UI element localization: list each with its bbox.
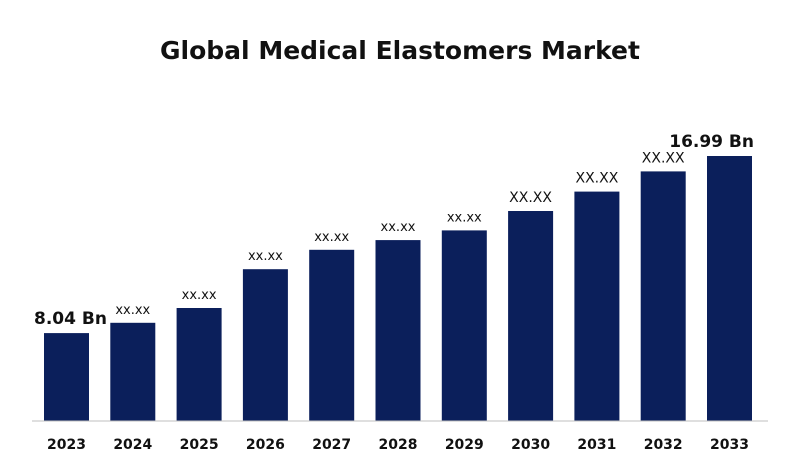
x-tick-label-2027: 2027 <box>312 437 351 453</box>
chart-title: Global Medical Elastomers Market <box>160 36 640 65</box>
data-label-2023: 8.04 Bn <box>34 309 107 329</box>
bar-2024 <box>110 322 156 421</box>
data-labels: 8.04 Bn xx.xx xx.xx xx.xx xx.xx xx.xx xx.xx XX.… <box>34 132 754 329</box>
x-tick-label-2033: 2033 <box>710 437 749 453</box>
data-label-2032: XX.XX <box>642 150 685 166</box>
x-tick-label-2030: 2030 <box>511 437 550 453</box>
bar-2025 <box>176 308 222 421</box>
bar-2023 <box>44 333 89 421</box>
x-tick-label-2031: 2031 <box>577 437 616 453</box>
bar-group <box>44 156 752 421</box>
x-tick-label-2023: 2023 <box>47 437 86 453</box>
x-tick-label-2029: 2029 <box>445 437 484 453</box>
data-label-2028: xx.xx <box>381 220 416 235</box>
bar-2029 <box>441 230 487 421</box>
data-label-2031: XX.XX <box>575 171 618 187</box>
x-tick-labels: 2023 2024 2025 2026 2027 2028 2029 2030 2031 2032… <box>47 437 749 453</box>
data-label-2029: xx.xx <box>447 210 482 225</box>
data-label-2033: 16.99 Bn <box>669 132 754 152</box>
bar-2026 <box>242 269 288 421</box>
data-label-2026: xx.xx <box>248 249 283 264</box>
x-tick-label-2026: 2026 <box>246 437 285 453</box>
x-tick-label-2025: 2025 <box>180 437 219 453</box>
bar-2027 <box>309 249 355 421</box>
bar-2033 <box>707 156 752 421</box>
x-tick-label-2032: 2032 <box>644 437 683 453</box>
data-label-2024: xx.xx <box>115 303 150 318</box>
bar-2031 <box>574 191 620 421</box>
bar-2030 <box>508 211 554 421</box>
bar-2032 <box>640 171 686 421</box>
data-label-2025: xx.xx <box>182 288 217 303</box>
data-label-2030: XX.XX <box>509 190 552 206</box>
x-tick-label-2028: 2028 <box>379 437 418 453</box>
data-label-2027: xx.xx <box>314 230 349 245</box>
bar-2028 <box>375 240 421 421</box>
x-tick-label-2024: 2024 <box>113 437 152 453</box>
